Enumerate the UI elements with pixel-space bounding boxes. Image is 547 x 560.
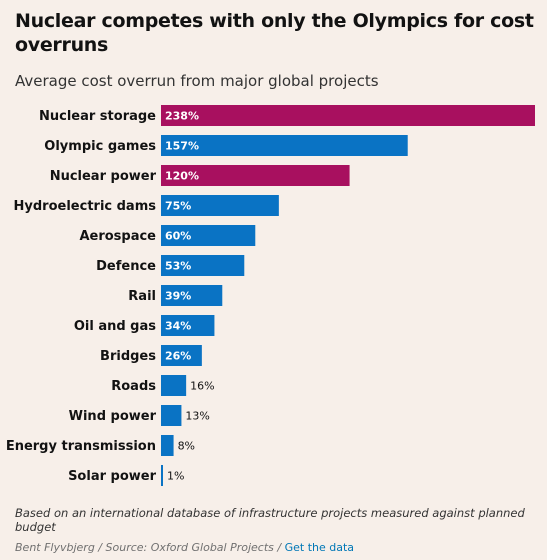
category-label-nuclear-storage: Nuclear storage xyxy=(39,109,156,124)
value-label-solar-power: 1% xyxy=(167,470,184,483)
category-label-olympic-games: Olympic games xyxy=(44,139,156,154)
get-data-link[interactable]: Get the data xyxy=(284,541,355,554)
category-label-aerospace: Aerospace xyxy=(79,229,156,244)
bar-roads xyxy=(161,375,187,396)
value-label-defence: 53% xyxy=(165,260,191,273)
category-label-bridges: Bridges xyxy=(100,349,156,364)
category-label-solar-power: Solar power xyxy=(68,469,157,484)
category-label-rail: Rail xyxy=(128,289,156,304)
bar-energy-transmission xyxy=(161,435,174,456)
value-label-nuclear-power: 120% xyxy=(165,170,199,183)
bar-nuclear-power xyxy=(161,165,350,186)
bar-aerospace xyxy=(161,225,256,246)
value-label-wind-power: 13% xyxy=(185,410,209,423)
bar-olympic-games xyxy=(161,135,408,156)
value-label-energy-transmission: 8% xyxy=(178,440,195,453)
value-label-roads: 16% xyxy=(190,380,214,393)
bar-hydroelectric-dams xyxy=(161,195,279,216)
category-label-nuclear-power: Nuclear power xyxy=(50,169,157,184)
bar-chart: Nuclear storage 238% Olympic games 157% Nucl… xyxy=(6,105,535,486)
bar-defence xyxy=(161,255,245,276)
bar-rail xyxy=(161,285,223,306)
bar-oil-and-gas xyxy=(161,315,215,336)
value-label-olympic-games: 157% xyxy=(165,140,199,153)
value-label-nuclear-storage: 238% xyxy=(165,110,199,123)
category-label-wind-power: Wind power xyxy=(69,409,157,424)
chart-subtitle: Average cost overrun from major global p… xyxy=(15,72,379,90)
category-label-energy-transmission: Energy transmission xyxy=(6,439,156,454)
value-label-oil-and-gas: 34% xyxy=(165,320,191,333)
bar-bridges xyxy=(161,345,202,366)
category-label-defence: Defence xyxy=(96,259,156,274)
bar-nuclear-storage xyxy=(161,105,535,126)
value-label-bridges: 26% xyxy=(165,350,191,363)
source-text: Bent Flyvbjerg / Source: Oxford Global P… xyxy=(15,541,285,554)
chart-title: Nuclear competes with only the Olympics … xyxy=(15,10,534,56)
category-label-roads: Roads xyxy=(111,379,156,394)
chart-note: Based on an international database of in… xyxy=(15,506,525,534)
value-label-aerospace: 60% xyxy=(165,230,191,243)
value-label-rail: 39% xyxy=(165,290,191,303)
category-label-oil-and-gas: Oil and gas xyxy=(74,319,156,334)
bar-wind-power xyxy=(161,405,182,426)
source-line: Bent Flyvbjerg / Source: Oxford Global P… xyxy=(15,541,535,555)
bar-solar-power xyxy=(161,465,163,486)
value-label-hydroelectric-dams: 75% xyxy=(165,200,191,213)
category-label-hydroelectric-dams: Hydroelectric dams xyxy=(14,199,157,214)
